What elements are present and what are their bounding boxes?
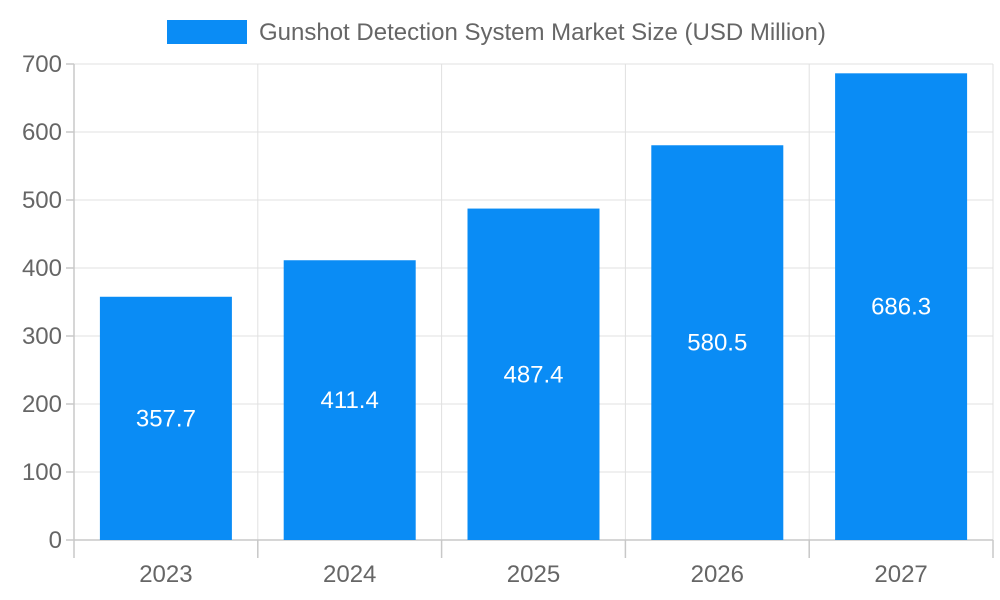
x-tick-label: 2027: [874, 561, 927, 588]
x-tick-label: 2025: [507, 561, 560, 588]
bar-value-label: 357.7: [136, 405, 196, 432]
y-tick-label: 700: [22, 51, 62, 78]
y-tick-label: 100: [22, 459, 62, 486]
y-tick-label: 400: [22, 255, 62, 282]
x-tick-label: 2023: [139, 561, 192, 588]
bar: [99, 296, 232, 540]
x-tick-label: 2024: [323, 561, 376, 588]
bar-value-label: 580.5: [687, 330, 747, 357]
bar: [467, 208, 600, 540]
y-tick-label: 300: [22, 323, 62, 350]
legend: Gunshot Detection System Market Size (US…: [167, 19, 826, 46]
bar-value-label: 487.4: [503, 361, 563, 388]
bar: [651, 145, 784, 540]
bar-value-label: 686.3: [871, 294, 931, 321]
legend-swatch: [167, 20, 247, 44]
y-tick-label: 200: [22, 391, 62, 418]
y-tick-label: 600: [22, 119, 62, 146]
y-tick-label: 500: [22, 187, 62, 214]
bar: [283, 260, 416, 540]
y-axis-tick-labels: 0 100 200 300 400 500 600 700: [22, 51, 62, 554]
bar: [835, 73, 968, 540]
x-axis-tick-labels: 2023 2024 2025 2026 2027: [139, 561, 928, 588]
bar-value-label: 411.4: [321, 387, 379, 414]
x-tick-label: 2026: [691, 561, 744, 588]
data-labels: 357.7 411.4 487.4 580.5 686.3: [136, 294, 931, 433]
legend-label: Gunshot Detection System Market Size (US…: [259, 19, 826, 46]
bars: [99, 73, 968, 540]
y-tick-label: 0: [49, 527, 62, 554]
